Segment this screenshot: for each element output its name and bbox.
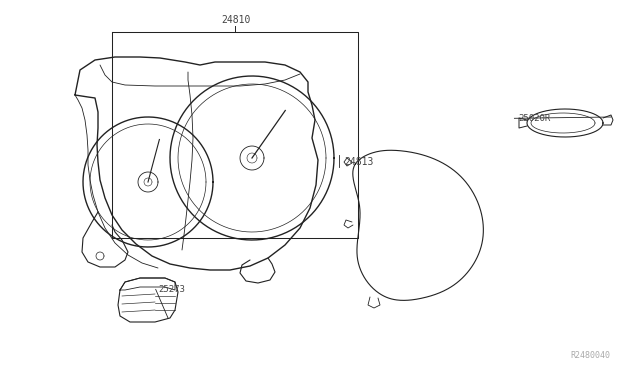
Text: 24810: 24810 bbox=[221, 15, 250, 25]
Text: 24813: 24813 bbox=[344, 157, 374, 167]
Text: R2480040: R2480040 bbox=[570, 350, 610, 359]
Text: 25273: 25273 bbox=[159, 285, 186, 294]
Text: 25020R: 25020R bbox=[518, 114, 550, 123]
